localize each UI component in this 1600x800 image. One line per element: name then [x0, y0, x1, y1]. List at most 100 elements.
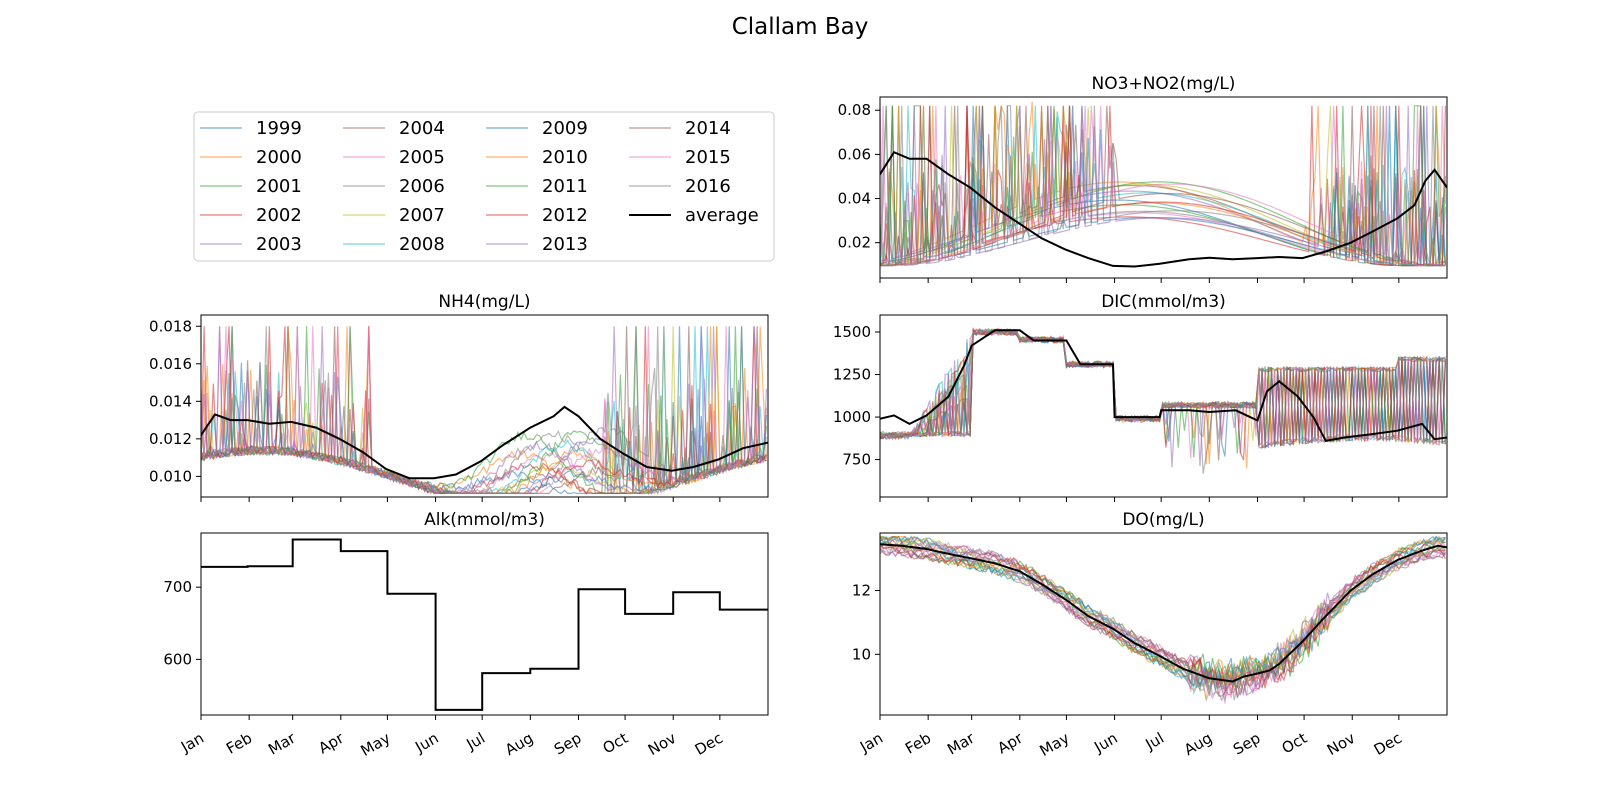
series-no3-2014 [880, 105, 1446, 267]
legend-entry-2002: 2002 [200, 205, 302, 226]
series-no3-2013 [880, 105, 1446, 267]
xtick-label-alk: Jul [463, 729, 489, 754]
panel-do: DO(mg/L) 10 12 Jan Feb Mar Apr May Jun Jul Aug Sep O… [852, 510, 1448, 760]
xtick-label-alk: Oct [600, 729, 632, 758]
series-no3-2010 [880, 105, 1446, 267]
series-do-2013 [880, 546, 1446, 702]
series-alk-average [201, 538, 768, 711]
series-do-2011 [880, 536, 1446, 686]
legend: 1999 2000 2001 2002 2003 2004 2005 2006 2007 2008… [193, 111, 775, 262]
xtick-label-alk: Dec [692, 729, 726, 759]
xtick-label-alk: May [358, 729, 394, 760]
series-dic-average [880, 329, 1447, 443]
xtick-label-alk: Jan [177, 729, 207, 757]
legend-label: 2007 [399, 205, 445, 226]
legend-entry-2000: 2000 [200, 147, 302, 168]
axes-frame-nh4 [200, 314, 769, 498]
ytick-label-no3: 0.02 [838, 234, 871, 252]
legend-label: 1999 [256, 118, 302, 139]
axes-frame-no3 [879, 96, 1448, 279]
ytick-label-dic: 1500 [833, 323, 871, 341]
ytick-label-do: 12 [852, 581, 871, 599]
legend-entry-2013: 2013 [486, 234, 588, 255]
legend-entry-2001: 2001 [200, 176, 302, 197]
xtick-label-do: Dec [1371, 729, 1405, 759]
axes-frame-do [879, 532, 1448, 716]
legend-entry-2016: 2016 [629, 176, 731, 197]
xtick-label-do: Jul [1142, 729, 1168, 754]
xtick-label-do: Sep [1230, 729, 1263, 759]
series-do-average [880, 543, 1447, 683]
figure-title: Clallam Bay [732, 14, 869, 40]
xtick-label-alk: Jun [411, 729, 441, 757]
legend-entry-2012: 2012 [486, 205, 588, 226]
legend-label: 2012 [542, 205, 588, 226]
legend-entry-2003: 2003 [200, 234, 302, 255]
xtick-label-do: Jan [856, 729, 886, 757]
series-no3-average [880, 150, 1447, 268]
legend-label: 2009 [542, 118, 588, 139]
axes-frame-dic [879, 314, 1448, 498]
xtick-label-do: Aug [1181, 729, 1215, 759]
legend-label: 2011 [542, 176, 588, 197]
legend-label: average [685, 205, 759, 226]
panel-title-nh4: NH4(mg/L) [438, 292, 530, 312]
series-do-2005 [880, 544, 1446, 697]
series-do-2007 [880, 536, 1446, 700]
legend-label: 2004 [399, 118, 445, 139]
series-no3-2005 [880, 105, 1446, 267]
ytick-label-nh4: 0.018 [149, 317, 192, 335]
xtick-label-alk: Apr [315, 728, 347, 757]
legend-label: 2006 [399, 176, 445, 197]
legend-label: 2010 [542, 147, 588, 168]
xtick-label-alk: Aug [502, 729, 536, 759]
panel-title-dic: DIC(mmol/m3) [1101, 292, 1226, 312]
ytick-label-dic: 750 [842, 451, 871, 469]
ytick-label-do: 10 [852, 645, 871, 663]
series-do-2010 [880, 536, 1446, 686]
ytick-label-dic: 1000 [833, 408, 871, 426]
legend-entry-2007: 2007 [343, 205, 445, 226]
series-nh4-average [201, 405, 768, 480]
series-do-2014 [880, 544, 1446, 698]
legend-label: 2014 [685, 118, 731, 139]
ytick-label-nh4: 0.016 [149, 355, 192, 373]
legend-entry-2014: 2014 [629, 118, 731, 139]
legend-box [193, 111, 775, 262]
xtick-label-do: Nov [1324, 729, 1358, 759]
xtick-label-alk: Feb [223, 729, 255, 758]
legend-entry-2004: 2004 [343, 118, 445, 139]
series-no3-2016 [880, 105, 1446, 267]
panel-title-do: DO(mg/L) [1122, 510, 1204, 530]
xtick-label-do: Oct [1279, 729, 1311, 758]
xtick-label-alk: Mar [265, 728, 299, 758]
legend-entry-1999: 1999 [200, 118, 302, 139]
legend-entry-2006: 2006 [343, 176, 445, 197]
xtick-label-alk: Nov [645, 729, 679, 759]
panel-alk: Alk(mmol/m3) 600 700 Jan Feb Mar Apr May Jun Jul A… [163, 510, 769, 760]
series-do-2012 [880, 542, 1446, 696]
ytick-label-alk: 700 [163, 578, 192, 596]
legend-label: 2005 [399, 147, 445, 168]
legend-label: 2002 [256, 205, 302, 226]
panel-title-alk: Alk(mmol/m3) [424, 510, 545, 530]
xtick-label-do: Mar [944, 728, 978, 758]
legend-label: 2013 [542, 234, 588, 255]
panel-dic: DIC(mmol/m3) 750 1000 1250 1500 [833, 292, 1448, 502]
series-dic-2016 [880, 327, 1446, 474]
xtick-label-do: May [1037, 729, 1073, 760]
legend-entry-average: average [629, 205, 759, 226]
xtick-label-do: Jun [1090, 729, 1120, 757]
xtick-label-do: Feb [902, 729, 934, 758]
legend-label: 2000 [256, 147, 302, 168]
xtick-label-do: Apr [994, 728, 1026, 757]
series-no3-2011 [880, 105, 1446, 267]
series-nh4-2016 [201, 326, 767, 495]
legend-entry-2011: 2011 [486, 176, 588, 197]
panel-title-no3: NO3+NO2(mg/L) [1092, 74, 1236, 94]
panels: NO3+NO2(mg/L) 0.02 0.04 0.06 0.08 NH4(mg/L) 0.… [149, 74, 1448, 760]
panel-no3: NO3+NO2(mg/L) 0.02 0.04 0.06 0.08 [838, 74, 1448, 283]
legend-label: 2001 [256, 176, 302, 197]
xtick-label-alk: Sep [551, 729, 584, 759]
